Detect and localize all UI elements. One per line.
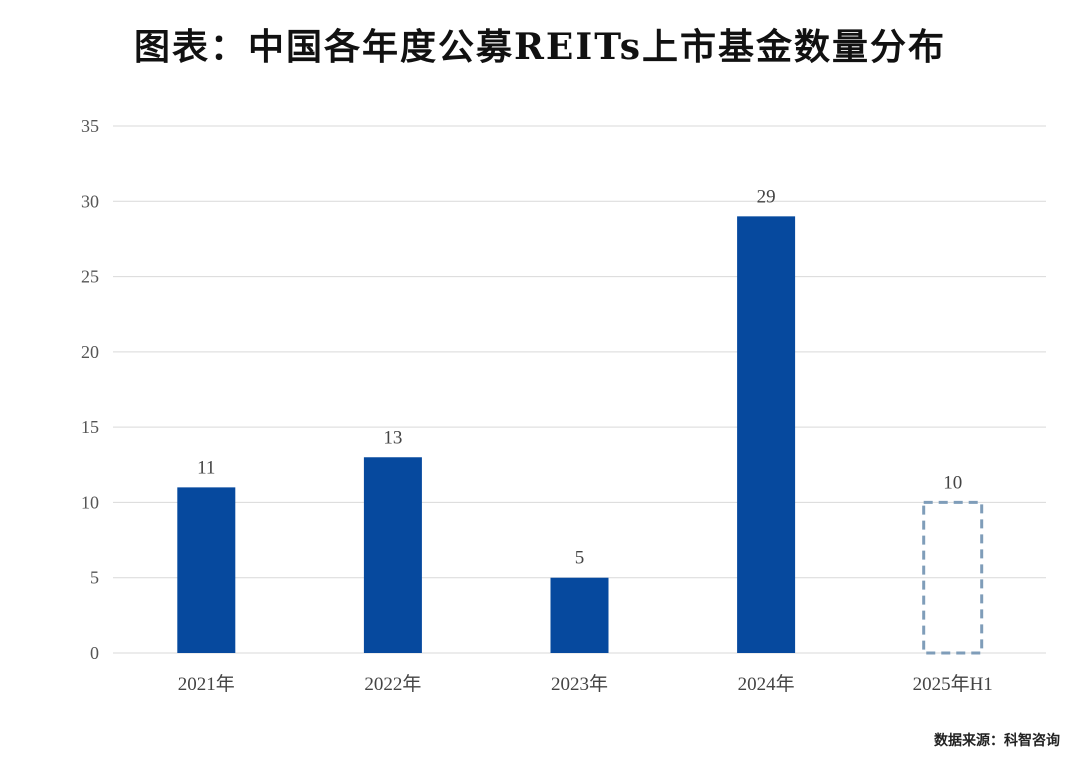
y-tick-label: 35 bbox=[81, 116, 99, 136]
source-note: 数据来源：科智咨询 bbox=[934, 733, 1060, 749]
x-tick-label: 2021年 bbox=[178, 673, 235, 695]
y-tick-label: 20 bbox=[81, 342, 99, 362]
bar bbox=[737, 216, 796, 654]
y-tick-label: 25 bbox=[81, 267, 99, 287]
x-axis: 2021年 2022年 2023年 2024年 2025年H1 bbox=[178, 673, 993, 695]
bar bbox=[177, 487, 236, 653]
bar bbox=[550, 577, 609, 653]
data-label: 29 bbox=[757, 186, 776, 207]
data-label: 5 bbox=[575, 548, 585, 569]
y-tick-label: 30 bbox=[81, 191, 99, 211]
data-label: 13 bbox=[383, 427, 402, 448]
data-label: 11 bbox=[197, 457, 215, 478]
bars bbox=[177, 216, 984, 655]
x-tick-label: 2025年H1 bbox=[913, 673, 993, 695]
y-tick-label: 10 bbox=[81, 492, 99, 512]
bar bbox=[363, 457, 422, 653]
y-tick-label: 15 bbox=[81, 417, 99, 437]
chart-title: 图表：中国各年度公募REITs上市基金数量分布 bbox=[134, 26, 946, 68]
x-tick-label: 2024年 bbox=[738, 673, 795, 695]
y-axis: 0 5 10 15 20 25 30 35 bbox=[81, 116, 99, 663]
gridlines bbox=[113, 125, 1046, 654]
x-tick-label: 2022年 bbox=[364, 673, 421, 695]
data-labels: 11 13 5 29 10 bbox=[197, 186, 962, 568]
y-tick-label: 5 bbox=[90, 568, 99, 588]
y-tick-label: 0 bbox=[90, 643, 99, 663]
data-label: 10 bbox=[943, 472, 962, 493]
x-tick-label: 2023年 bbox=[551, 673, 608, 695]
